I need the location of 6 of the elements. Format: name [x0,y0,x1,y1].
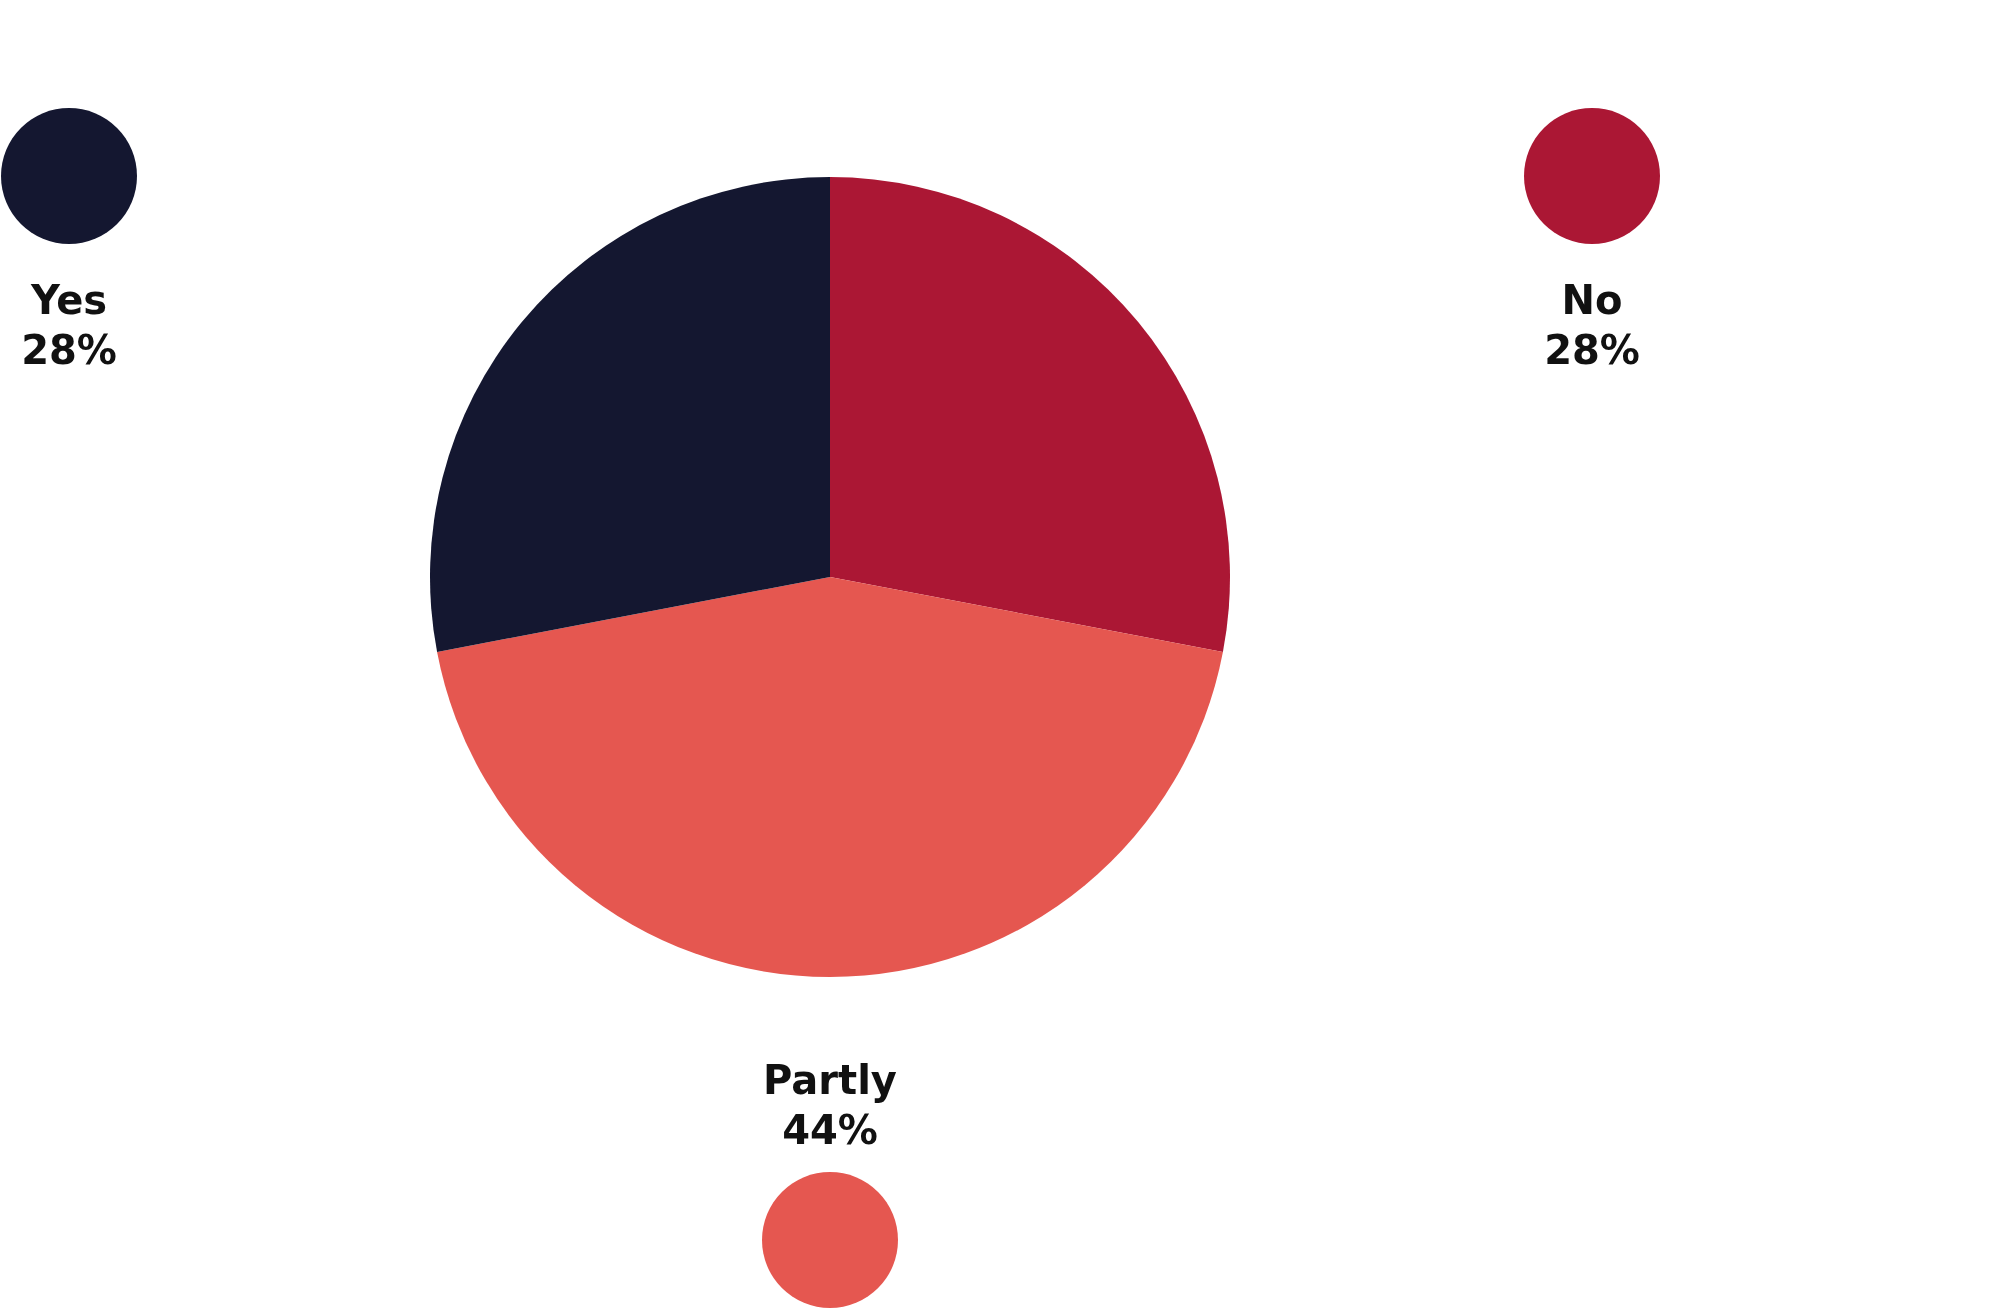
slice-label: No [1561,277,1623,323]
slice-label: Yes [29,277,108,323]
data-label: 28% [21,327,117,373]
data-label: 28% [1544,327,1640,373]
slice-label: Partly [763,1057,897,1103]
data-label: 44% [782,1107,878,1153]
